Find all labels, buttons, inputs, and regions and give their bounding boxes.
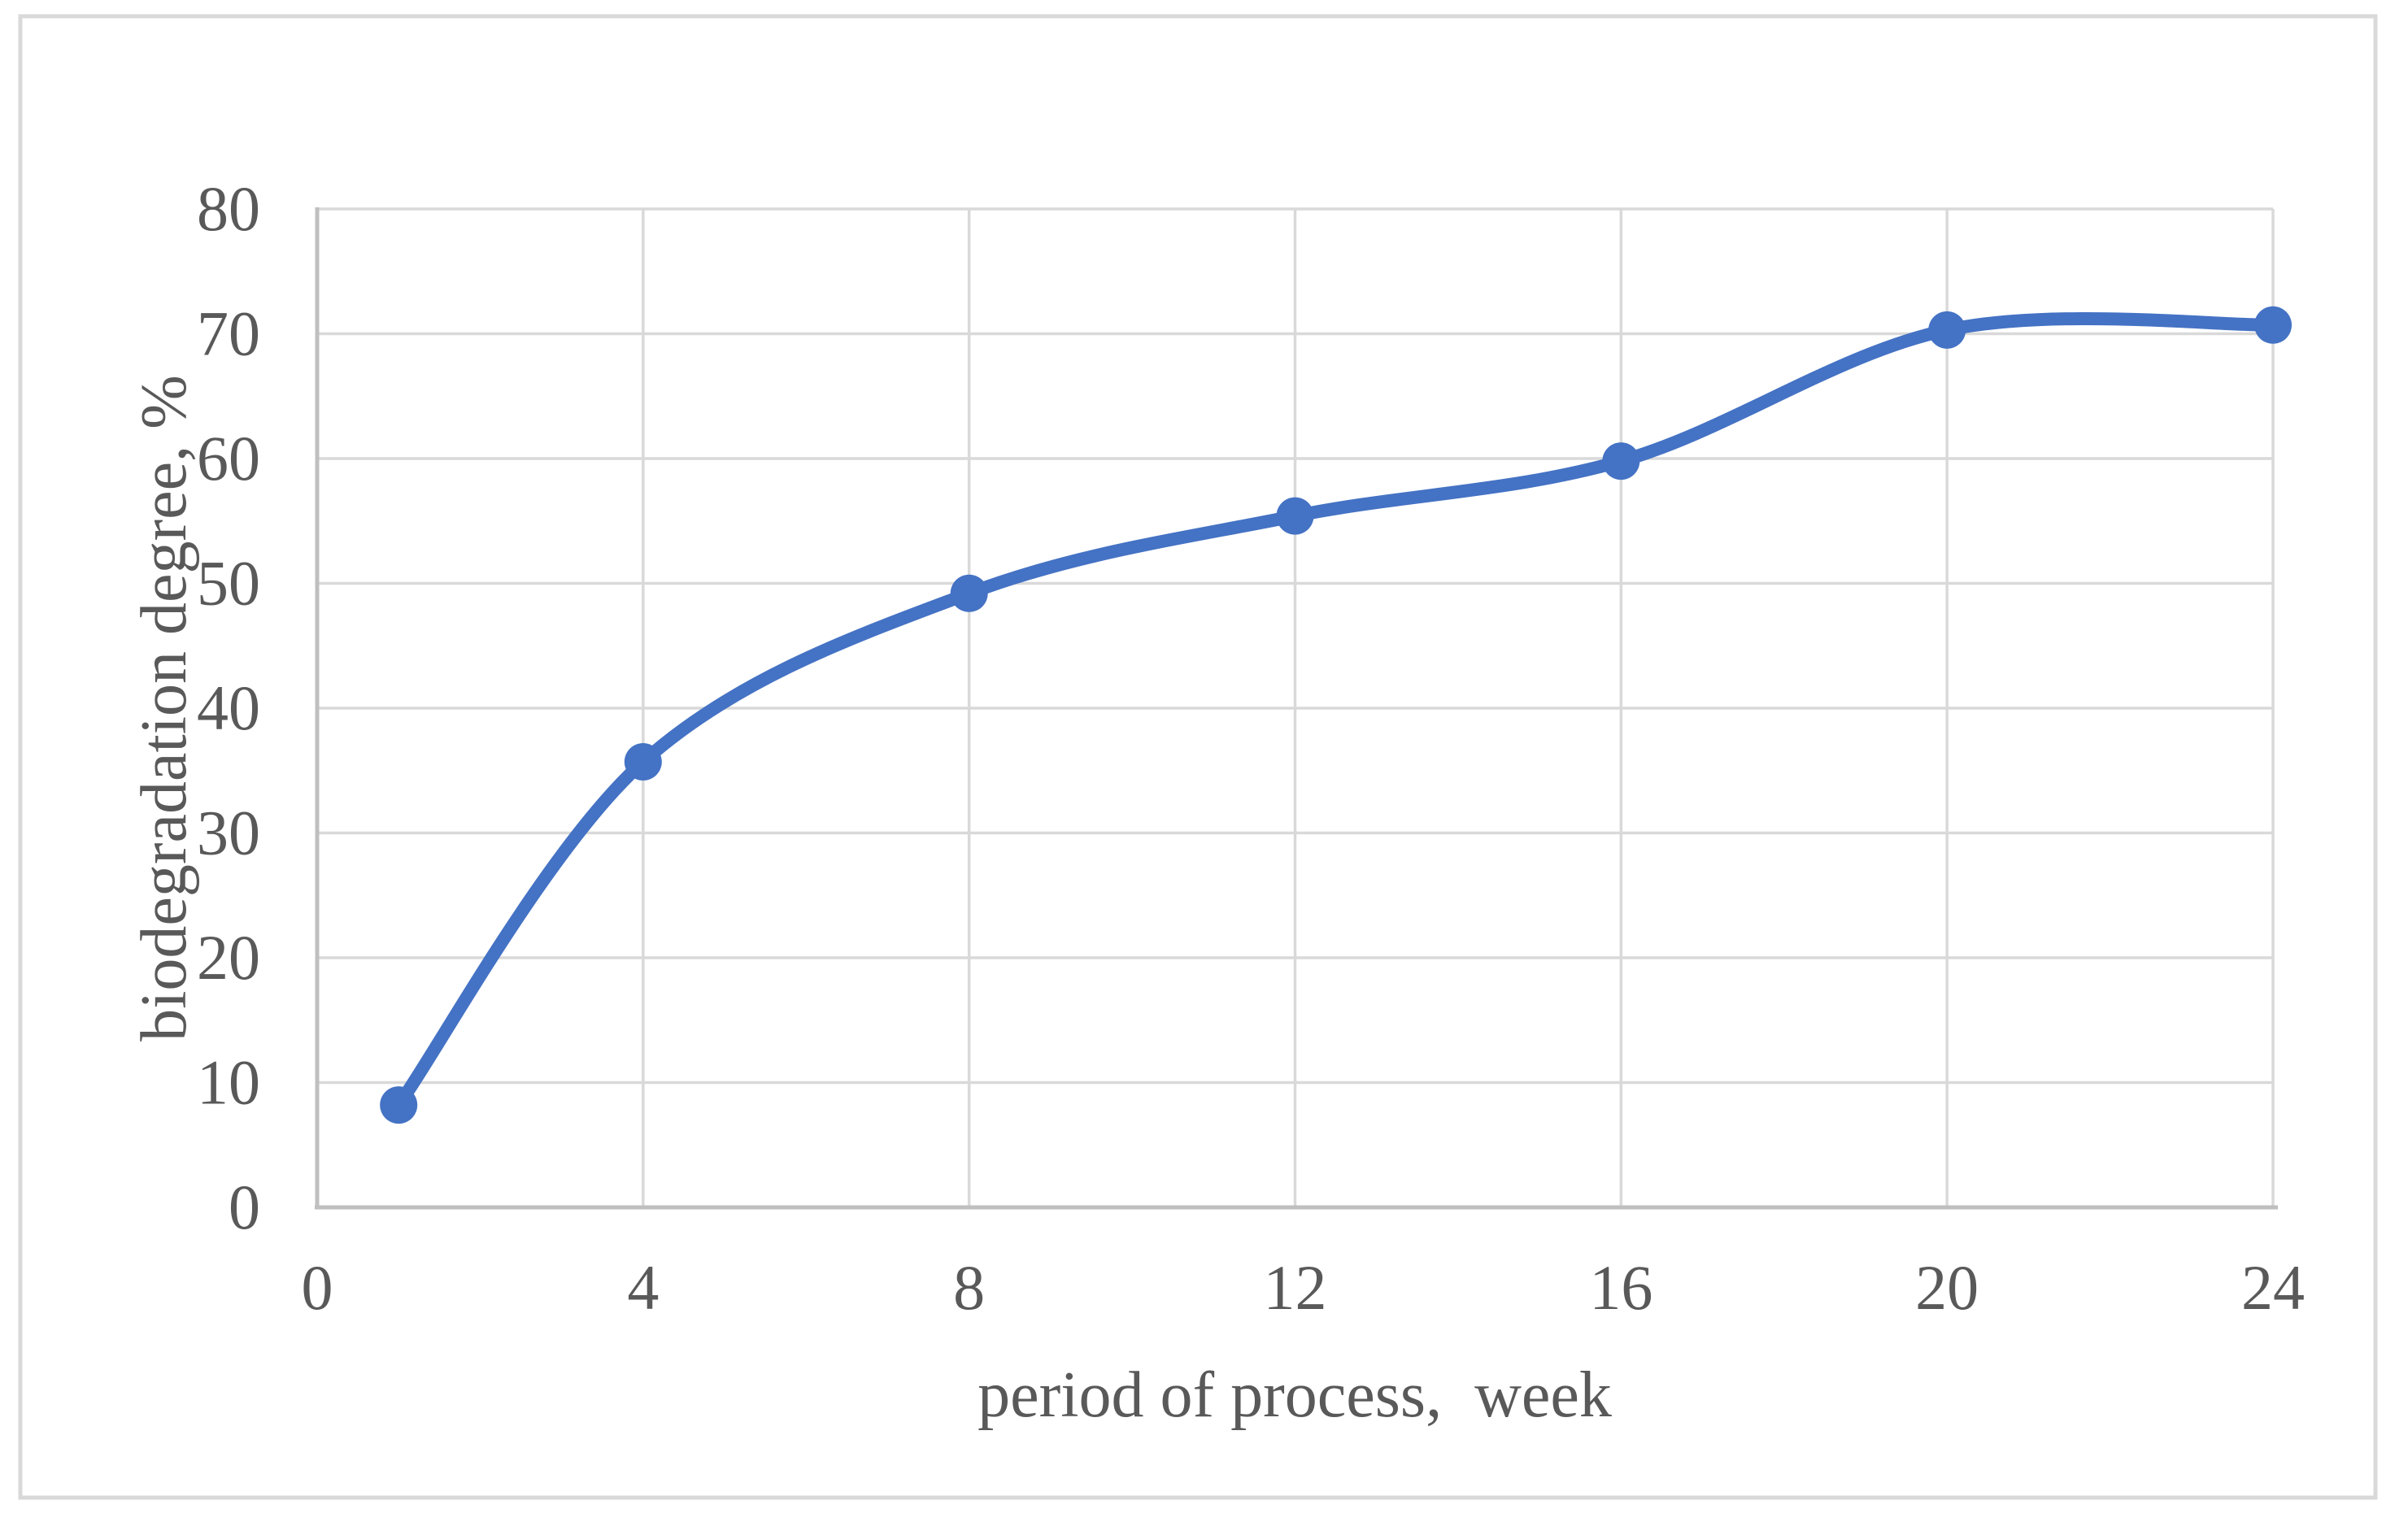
data-point-marker [1276,497,1314,535]
x-tick-label: 4 [627,1252,659,1323]
y-axis-title: biodegradation degree, % [128,375,200,1041]
series-line [392,311,2280,1112]
y-tick-label: 30 [197,798,260,868]
data-point-markers [380,306,2292,1124]
data-point-marker [2254,306,2292,344]
data-point-marker [1928,311,1966,349]
data-point-marker [1602,442,1640,481]
x-tick-label: 8 [953,1252,985,1323]
data-point-marker [950,574,988,612]
tick-labels: 0 10 20 30 40 50 60 70 80 0 4 8 12 16 20 24 [197,173,2305,1323]
figure-border [18,14,2378,1500]
y-tick-label: 40 [197,672,260,743]
x-tick-label: 16 [1589,1252,1653,1323]
axis-lines [315,207,2278,1210]
y-tick-label: 20 [197,922,260,993]
y-tick-label: 50 [197,548,260,619]
data-point-marker [380,1086,418,1124]
y-tick-label: 60 [197,423,260,494]
y-tick-label: 70 [197,298,260,369]
gridlines [317,207,2275,1207]
y-tick-label: 80 [197,173,260,244]
x-axis-title: period of process, week [978,1359,1612,1431]
y-tick-label: 0 [229,1172,260,1242]
data-point-marker [624,743,662,781]
x-tick-label: 20 [1915,1252,1979,1323]
y-tick-label: 10 [197,1047,260,1118]
x-tick-label: 24 [2241,1252,2305,1323]
x-tick-label: 12 [1264,1252,1327,1323]
x-tick-label: 0 [302,1252,333,1323]
